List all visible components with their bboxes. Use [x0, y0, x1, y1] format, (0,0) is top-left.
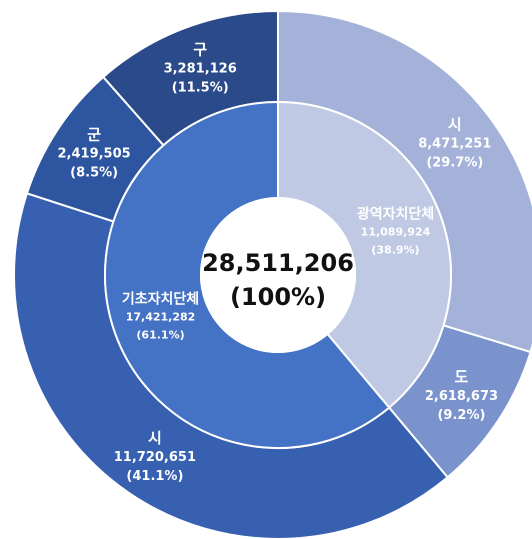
- center-total-value: 28,511,206: [202, 249, 354, 277]
- inner-name-label-1: 기초자치단체: [122, 291, 199, 308]
- inner-percent-label-1: (61.1%): [136, 329, 184, 342]
- slice-labels: 시 8,471,251 (29.7%) 도 2,618,673 (9.2%) 시 11,720…: [58, 41, 499, 484]
- outer-percent-label-4: (11.5%): [172, 81, 229, 96]
- outer-name-label-4: 구: [193, 41, 207, 59]
- inner-value-label-0: 11,089,924: [361, 225, 431, 238]
- outer-name-label-2: 시: [148, 429, 162, 447]
- outer-value-label-1: 2,618,673: [425, 389, 498, 404]
- outer-percent-label-1: (9.2%): [437, 408, 485, 423]
- outer-name-label-1: 도: [455, 368, 469, 386]
- outer-name-label-3: 군: [87, 126, 101, 144]
- outer-value-label-2: 11,720,651: [114, 450, 196, 465]
- inner-percent-label-0: (38.9%): [371, 243, 419, 256]
- outer-value-label-3: 2,419,505: [58, 147, 131, 162]
- outer-percent-label-3: (8.5%): [70, 166, 118, 181]
- outer-value-label-4: 3,281,126: [164, 62, 237, 77]
- outer-name-label-0: 시: [448, 116, 462, 134]
- inner-name-label-0: 광역자치단체: [357, 205, 434, 222]
- center-hole: [200, 197, 356, 353]
- outer-percent-label-2: (41.1%): [126, 469, 183, 484]
- inner-value-label-1: 17,421,282: [126, 311, 196, 324]
- center-total-percent: (100%): [230, 283, 326, 311]
- outer-percent-label-0: (29.7%): [426, 156, 483, 171]
- outer-value-label-0: 8,471,251: [418, 137, 491, 152]
